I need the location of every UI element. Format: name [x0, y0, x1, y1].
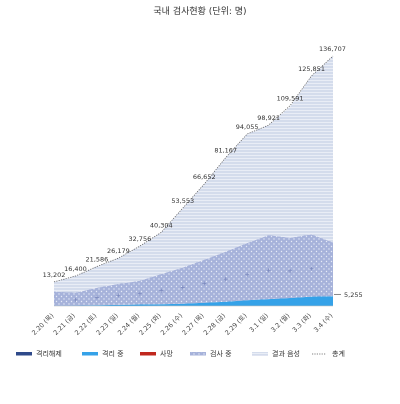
legend-label: 격리 중 [102, 349, 124, 358]
legend-label: 사망 [160, 349, 173, 358]
legend-label: 총계 [332, 349, 345, 358]
data-label: 16,400 [64, 265, 87, 273]
legend-swatch-testing [190, 352, 206, 356]
x-tick-label: 3.4 (수) [312, 312, 334, 334]
legend-label: 결과 음성 [272, 349, 300, 358]
data-label: 94,055 [236, 123, 259, 131]
data-label: 40,304 [150, 221, 173, 229]
x-tick-label: 2.24 (월) [115, 311, 141, 337]
data-label: 26,179 [107, 247, 130, 255]
x-tick-label: 2.21 (금) [52, 312, 77, 337]
legend-label: 검사 중 [210, 349, 232, 358]
data-label: 125,851 [298, 65, 325, 73]
x-tick-label: 2.25 (화) [138, 312, 163, 337]
legend-swatch-0 [16, 352, 32, 356]
x-tick-label: 3.3 (화) [291, 312, 313, 334]
legend-swatch-1 [82, 352, 98, 356]
data-label: 21,586 [86, 256, 109, 264]
legend-swatch-2 [140, 352, 156, 356]
data-label: 81,167 [214, 147, 237, 155]
data-label: 66,652 [193, 173, 216, 181]
x-tick-label: 2.22 (토) [73, 312, 98, 337]
x-tick-label: 3.1 (일) [247, 311, 270, 334]
data-label: 13,202 [43, 271, 66, 279]
x-tick-label: 2.27 (목) [180, 312, 205, 337]
x-tick-label: 2.20 (목) [30, 312, 55, 337]
data-label: 32,756 [128, 235, 151, 243]
data-label: 109,591 [277, 95, 304, 103]
x-tick-label: 2.28 (금) [202, 312, 227, 337]
data-label: 98,921 [257, 114, 280, 122]
chart-title: 국내 검사현황 (단위: 명) [153, 5, 246, 17]
legend-swatch-negative [252, 352, 268, 356]
end-annotation-label: 5,255 [344, 291, 363, 299]
data-label: 136,707 [319, 45, 346, 53]
data-label: 53,553 [171, 197, 194, 205]
x-tick-label: 2.26 (수) [159, 312, 184, 337]
x-tick-label: 2.23 (일) [94, 311, 120, 337]
legend-label: 격리해제 [36, 349, 62, 358]
x-tick-label: 3.2 (월) [269, 311, 292, 334]
x-tick-label: 2.29 (토) [223, 312, 248, 337]
